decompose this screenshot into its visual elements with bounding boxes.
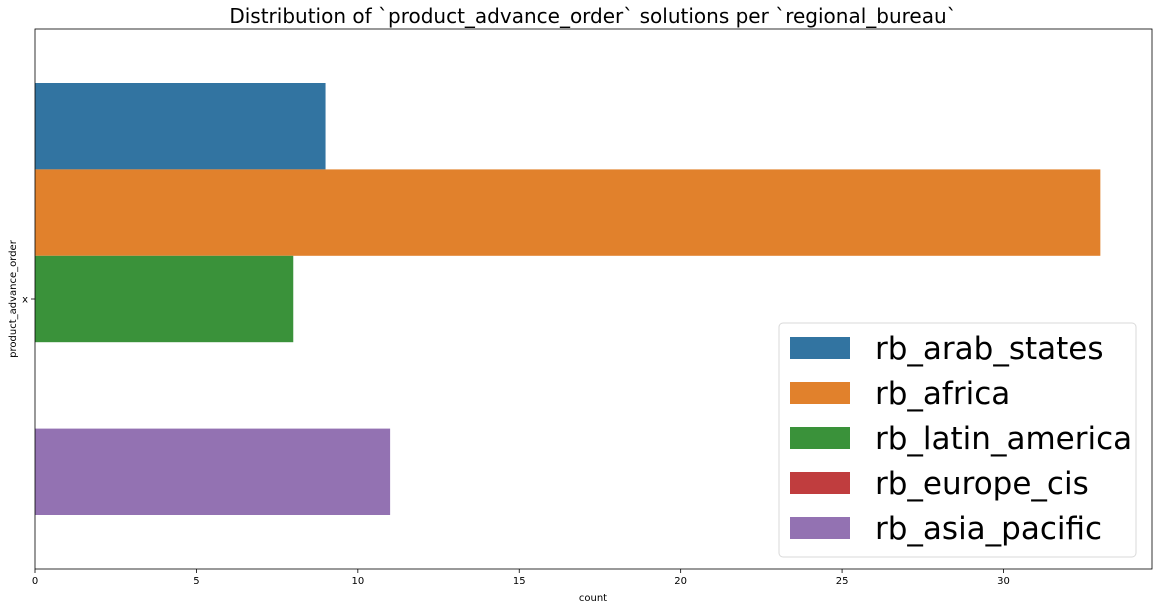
x-axis-label: count: [579, 593, 607, 604]
x-tick-label: 5: [193, 576, 199, 587]
legend-label-rb-europe-cis: rb_europe_cis: [875, 466, 1089, 502]
legend-label-rb-latin-america: rb_latin_america: [875, 421, 1132, 457]
y-tick-label: x: [22, 295, 28, 306]
bar-rb-asia-pacific: [35, 428, 391, 515]
legend-swatch-rb-asia-pacific: [790, 517, 850, 539]
chart-title: Distribution of `product_advance_order` …: [229, 4, 956, 28]
legend: rb_arab_states rb_africa rb_latin_americar…: [778, 322, 1137, 558]
x-tick-label: 25: [836, 576, 849, 587]
x-tick-label: 20: [674, 576, 687, 587]
y-axis-label: product_advance_order: [8, 239, 19, 358]
x-tick-label: 15: [513, 576, 526, 587]
bar-rb-africa: [35, 169, 1101, 256]
x-axis-ticks: 0 5 10 15 20 25 30: [32, 569, 1010, 587]
x-tick-label: 10: [351, 576, 364, 587]
legend-box: [778, 322, 1137, 558]
legend-label-rb-asia-pacific: rb_asia_pacific: [875, 511, 1102, 547]
bar-rb-latin-america: [35, 255, 294, 343]
legend-swatch-rb-latin-america: [790, 427, 850, 449]
legend-label-rb-africa: rb_africa: [875, 376, 1010, 412]
legend-swatch-rb-europe-cis: [790, 472, 850, 494]
legend-swatch-rb-arab-states: [790, 337, 850, 359]
legend-label-rb-arab-states: rb_arab_states: [875, 331, 1104, 367]
y-axis-ticks: x: [22, 295, 35, 306]
x-tick-label: 30: [997, 576, 1010, 587]
legend-swatch-rb-africa: [790, 382, 850, 404]
x-tick-label: 0: [32, 576, 38, 587]
bars-group: [35, 83, 1101, 515]
bar-rb-arab-states: [35, 83, 326, 170]
